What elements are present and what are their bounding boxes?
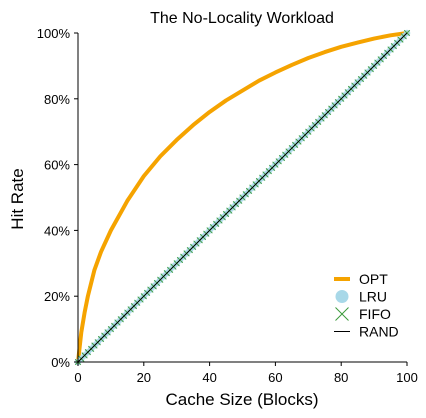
x-tick-label: 0 <box>74 370 81 385</box>
x-tick-label: 20 <box>137 370 151 385</box>
legend-label-fifo: FIFO <box>359 306 391 322</box>
y-axis-label: Hit Rate <box>8 168 27 229</box>
legend-label-opt: OPT <box>359 271 388 287</box>
chart-title: The No-Locality Workload <box>150 10 334 27</box>
y-tick-label: 80% <box>44 92 70 107</box>
y-tick-label: 60% <box>44 158 70 173</box>
x-tick-label: 80 <box>334 370 348 385</box>
y-tick-label: 0% <box>51 355 70 370</box>
axes: 0 20 40 60 80 100 0% 20% 40% 60% 80% 100% <box>37 26 418 385</box>
legend-label-rand: RAND <box>359 324 399 340</box>
plot-area <box>74 29 411 366</box>
legend-swatch-lru <box>335 290 349 303</box>
series-line-rand <box>77 32 408 363</box>
legend-swatch-fifo <box>335 307 349 321</box>
series-line-opt <box>76 31 409 364</box>
legend-label-lru: LRU <box>359 289 387 305</box>
y-tick-label: 40% <box>44 223 70 238</box>
y-tick-label: 100% <box>37 26 71 41</box>
x-tick-label: 100 <box>396 370 418 385</box>
x-tick-label: 40 <box>202 370 216 385</box>
x-tick-label: 60 <box>268 370 282 385</box>
y-tick-label: 20% <box>44 289 70 304</box>
x-axis-label: Cache Size (Blocks) <box>165 390 318 409</box>
